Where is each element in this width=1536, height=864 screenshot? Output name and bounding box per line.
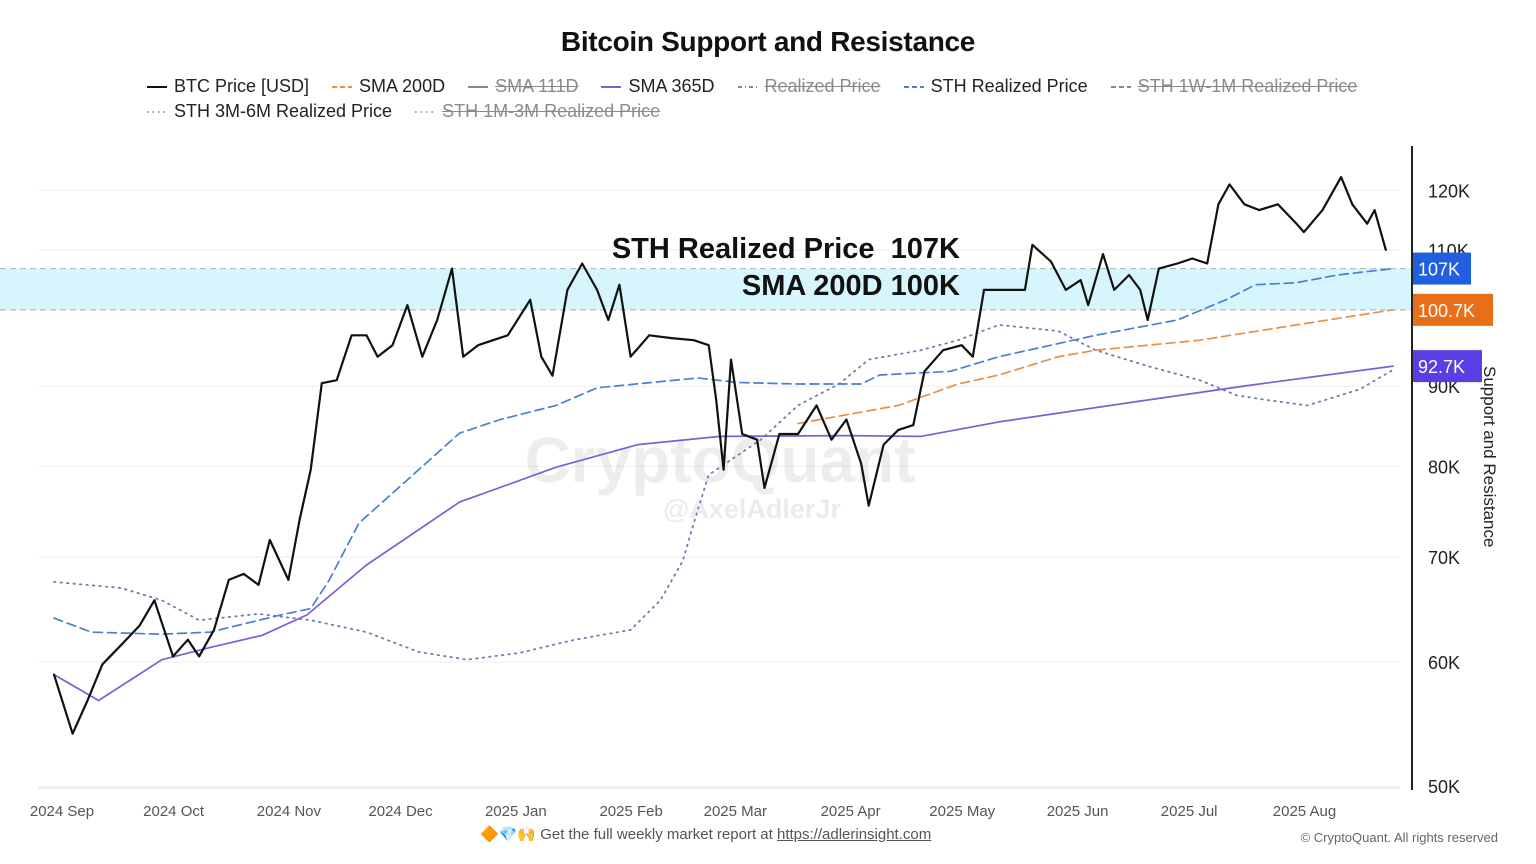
x-tick-label: 2024 Dec [368, 803, 433, 820]
legend-swatch-icon [415, 110, 436, 113]
legend-item[interactable]: STH 1W-1M Realized Price [1110, 76, 1358, 97]
legend-label: STH 3M-6M Realized Price [174, 101, 393, 121]
annotation-sth-realized: STH Realized Price 107K [612, 233, 960, 265]
x-tick-label: 2024 Oct [143, 803, 205, 820]
legend-item[interactable]: STH 1M-3M Realized Price [414, 101, 660, 122]
support-resistance-zone [0, 268, 1412, 310]
series-line-sma-200d [797, 308, 1395, 425]
legend-swatch-icon [903, 85, 924, 88]
legend-row-2: STH 3M-6M Realized Price STH 1M-3M Realiz… [146, 101, 660, 122]
series-line-sth-realized-price [53, 267, 1395, 636]
y-tick-label: 80K [1428, 457, 1460, 477]
value-tag-label: 107K [1418, 260, 1460, 280]
value-tag-label: 92.7K [1418, 357, 1465, 377]
y-tick-label: 90K [1428, 377, 1460, 397]
legend-label: SMA 365D [628, 76, 715, 96]
series-line-sma-365d [53, 365, 1395, 702]
footer-text: Get the full weekly market report at [540, 826, 773, 843]
legend-item[interactable]: SMA 200D [331, 76, 445, 97]
legend-item[interactable]: SMA 365D [600, 76, 715, 97]
x-tick-label: 2025 Jul [1161, 803, 1218, 820]
footer-link[interactable]: https://adlerinsight.com [776, 826, 932, 843]
legend-swatch-icon [468, 85, 489, 88]
legend-label: STH 1W-1M Realized Price [1137, 76, 1358, 96]
y-tick-label: 50K [1428, 777, 1460, 797]
value-tag-box [1413, 252, 1471, 285]
legend-item[interactable]: STH Realized Price [903, 76, 1088, 97]
legend-swatch-icon [332, 85, 353, 88]
y-tick-label: 120K [1428, 182, 1470, 202]
x-tick-label: 2025 Jun [1047, 803, 1109, 820]
legend-label: SMA 200D [359, 76, 446, 96]
legend-swatch-icon [147, 110, 167, 113]
footer-promo: 🔶💎🙌 Get the full weekly market report at… [480, 825, 931, 843]
copyright: © CryptoQuant. All rights reserved [1300, 830, 1498, 845]
x-tick-label: 2024 Nov [257, 803, 322, 820]
legend-label: STH 1M-3M Realized Price [442, 101, 661, 121]
x-tick-label: 2025 May [929, 803, 995, 820]
legend-label: STH Realized Price [930, 76, 1088, 96]
legend-item[interactable]: STH 3M-6M Realized Price [146, 101, 392, 122]
legend-label: Realized Price [764, 76, 881, 96]
legend-swatch-icon [601, 85, 622, 88]
legend-row-1: BTC Price [USD] SMA 200D SMA 111D SMA 365D R… [146, 76, 1357, 97]
x-tick-label: 2025 Aug [1273, 803, 1336, 820]
y-axis-label: Support and Resistance [1480, 366, 1499, 547]
x-tick-label: 2025 Jan [485, 803, 547, 820]
y-tick-label: 60K [1428, 653, 1460, 673]
chart-title: Bitcoin Support and Resistance [560, 26, 976, 57]
series-line-sth-3m-6m-realized-price [53, 324, 1395, 661]
legend-swatch-icon [1110, 85, 1131, 88]
x-tick-label: 2025 Mar [704, 803, 767, 820]
x-tick-label: 2025 Feb [599, 803, 662, 820]
legend-label: SMA 111D [495, 76, 579, 96]
value-tag-label: 100.7K [1418, 301, 1475, 321]
y-tick-label: 70K [1428, 548, 1460, 568]
series-line-btc-price-usd- [52, 176, 1387, 735]
annotation-sma-200d: SMA 200D 100K [742, 270, 960, 302]
footer-emojis: 🔶💎🙌 [480, 826, 537, 843]
legend-swatch-icon [737, 85, 758, 88]
legend-swatch-icon [147, 85, 167, 88]
legend-item[interactable]: Realized Price [737, 76, 881, 97]
legend-item[interactable]: BTC Price [USD] [146, 76, 309, 97]
value-tag-box [1413, 293, 1493, 326]
x-tick-label: 2024 Sep [30, 803, 94, 820]
watermark-handle: @AxelAdlerJr [663, 494, 841, 524]
legend-label: BTC Price [USD] [174, 76, 310, 96]
value-tag-box [1413, 350, 1482, 383]
x-tick-label: 2025 Apr [821, 803, 881, 820]
legend-item[interactable]: SMA 111D [467, 76, 578, 97]
